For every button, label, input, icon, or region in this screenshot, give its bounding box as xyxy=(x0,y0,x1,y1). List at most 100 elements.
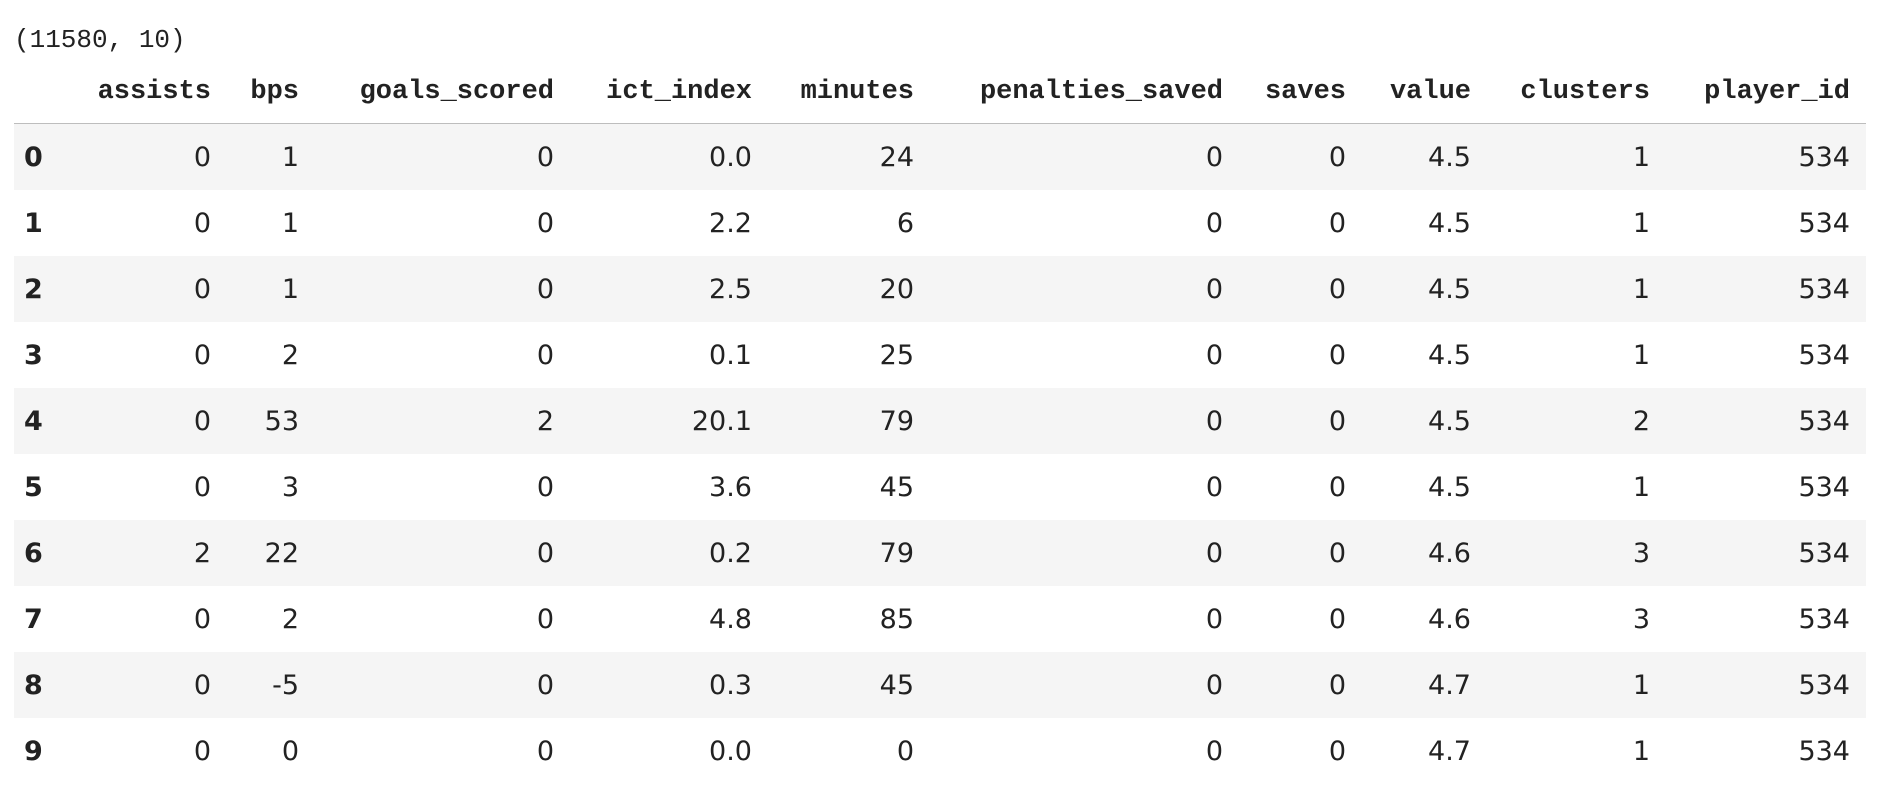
table-cell: 534 xyxy=(1798,471,1850,503)
table-cell: 3 xyxy=(281,471,299,503)
table-cell: 0 xyxy=(1205,141,1223,173)
column-header: value xyxy=(1362,60,1487,124)
table-cell: 534 xyxy=(1798,339,1850,371)
column-header: assists xyxy=(80,60,227,124)
table-cell: 0 xyxy=(536,207,554,239)
row-index: 5 xyxy=(24,471,43,503)
table-cell: 534 xyxy=(1798,405,1850,437)
table-cell: 24 xyxy=(879,141,914,173)
table-cell: 6 xyxy=(896,207,914,239)
table-cell: 534 xyxy=(1798,537,1850,569)
table-cell: 0 xyxy=(1328,273,1346,305)
table-cell: 0 xyxy=(1205,537,1223,569)
table-cell: 534 xyxy=(1798,141,1850,173)
table-cell: 534 xyxy=(1798,273,1850,305)
header-row: assists bps goals_scored ict_index minutes pe… xyxy=(14,60,1866,124)
row-index: 3 xyxy=(24,339,43,371)
table-cell: 0.2 xyxy=(709,537,752,569)
column-header: ict_index xyxy=(570,60,768,124)
table-cell: 0 xyxy=(193,273,211,305)
table-row: 0 0 1 0 0.0 24 0 0 4.5 1 534 xyxy=(14,123,1866,190)
table-cell: 0 xyxy=(1205,273,1223,305)
table-header: assists bps goals_scored ict_index minutes pe… xyxy=(14,60,1866,124)
table-cell: 20.1 xyxy=(691,405,752,437)
table-cell: 20 xyxy=(879,273,914,305)
table-row: 3 0 2 0 0.1 25 0 0 4.5 1 534 xyxy=(14,322,1866,388)
table-row: 2 0 1 0 2.5 20 0 0 4.5 1 534 xyxy=(14,256,1866,322)
column-header: saves xyxy=(1239,60,1362,124)
row-index: 9 xyxy=(24,735,43,767)
table-cell: 0 xyxy=(1328,471,1346,503)
table-cell: 0 xyxy=(536,669,554,701)
column-header: bps xyxy=(227,60,315,124)
table-cell: 0 xyxy=(1205,603,1223,635)
table-cell: 4.5 xyxy=(1428,339,1471,371)
table-cell: 0.1 xyxy=(709,339,752,371)
column-header: penalties_saved xyxy=(930,60,1239,124)
table-cell: 4.7 xyxy=(1428,669,1471,701)
table-cell: 0 xyxy=(1205,207,1223,239)
table-cell: 3 xyxy=(1632,603,1650,635)
table-cell: 4.5 xyxy=(1428,207,1471,239)
table-cell: 1 xyxy=(281,207,299,239)
table-body: 0 0 1 0 0.0 24 0 0 4.5 1 534 1 0 1 0 2.2 6 0 0 4.5 1 534 2 0 1 0 2… xyxy=(14,123,1866,785)
table-cell: 0 xyxy=(193,669,211,701)
table-cell: 0 xyxy=(1328,735,1346,767)
column-header: goals_scored xyxy=(315,60,570,124)
table-cell: 25 xyxy=(879,339,914,371)
table-cell: 4.5 xyxy=(1428,405,1471,437)
table-cell: 45 xyxy=(879,669,914,701)
table-cell: 1 xyxy=(281,141,299,173)
table-cell: 0 xyxy=(1328,537,1346,569)
table-cell: 1 xyxy=(1632,141,1650,173)
table-cell: 534 xyxy=(1798,735,1850,767)
table-cell: 0 xyxy=(536,537,554,569)
table-row: 4 0 53 2 20.1 79 0 0 4.5 2 534 xyxy=(14,388,1866,454)
table-cell: 0 xyxy=(1205,405,1223,437)
table-row: 9 0 0 0 0.0 0 0 0 4.7 1 534 xyxy=(14,718,1866,784)
column-header: minutes xyxy=(768,60,930,124)
table-cell: 3.6 xyxy=(709,471,752,503)
table-cell: 22 xyxy=(264,537,299,569)
index-header xyxy=(14,60,80,124)
table-cell: 53 xyxy=(264,405,299,437)
table-cell: 0 xyxy=(1205,735,1223,767)
table-cell: 534 xyxy=(1798,603,1850,635)
table-cell: 0 xyxy=(536,603,554,635)
table-row: 6 2 22 0 0.2 79 0 0 4.6 3 534 xyxy=(14,520,1866,586)
table-cell: 0 xyxy=(193,735,211,767)
table-cell: 0 xyxy=(281,735,299,767)
table-cell: 1 xyxy=(1632,207,1650,239)
table-cell: 0 xyxy=(1328,669,1346,701)
table-cell: 0 xyxy=(1328,603,1346,635)
table-cell: 0 xyxy=(193,207,211,239)
row-index: 6 xyxy=(24,537,43,569)
table-row: 8 0 -5 0 0.3 45 0 0 4.7 1 534 xyxy=(14,652,1866,718)
table-cell: 4.8 xyxy=(709,603,752,635)
table-cell: 0 xyxy=(1205,669,1223,701)
table-cell: 0 xyxy=(536,339,554,371)
table-cell: 2 xyxy=(536,405,554,437)
table-cell: 2 xyxy=(281,603,299,635)
row-index: 1 xyxy=(24,207,43,239)
row-index: 4 xyxy=(24,405,43,437)
table-cell: 0 xyxy=(536,141,554,173)
table-cell: 0 xyxy=(1328,141,1346,173)
table-cell: 0 xyxy=(193,141,211,173)
table-cell: 2 xyxy=(193,537,211,569)
table-cell: 534 xyxy=(1798,669,1850,701)
table-cell: 45 xyxy=(879,471,914,503)
table-cell: 4.7 xyxy=(1428,735,1471,767)
column-header: clusters xyxy=(1487,60,1666,124)
table-cell: 85 xyxy=(879,603,914,635)
table-cell: 0 xyxy=(193,339,211,371)
table-cell: 0 xyxy=(536,735,554,767)
table-cell: 1 xyxy=(1632,669,1650,701)
table-cell: 1 xyxy=(1632,273,1650,305)
table-row: 1 0 1 0 2.2 6 0 0 4.5 1 534 xyxy=(14,190,1866,256)
row-index: 0 xyxy=(24,141,43,173)
table-cell: 4.5 xyxy=(1428,273,1471,305)
table-cell: 0 xyxy=(193,603,211,635)
